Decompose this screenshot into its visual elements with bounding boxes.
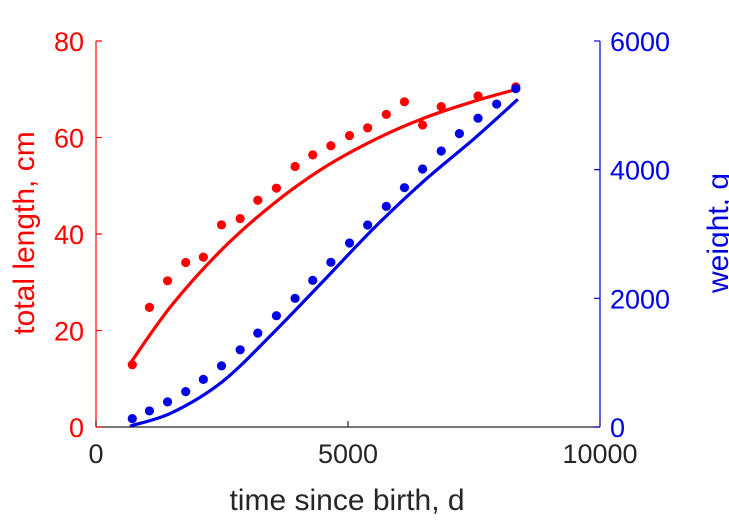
weight-data-point: [253, 328, 263, 338]
length-data-point: [253, 195, 263, 205]
x-tick-label: 5000: [318, 439, 378, 469]
weight-data-point: [454, 129, 464, 139]
length-data-point: [381, 109, 391, 119]
length-data-point: [235, 213, 245, 224]
weight-data-point: [473, 113, 483, 123]
left-y-tick-label: 40: [54, 220, 84, 250]
right-y-axis-label: weight, g: [702, 173, 729, 294]
right-y-tick-label: 2000: [610, 284, 670, 314]
weight-data-point: [144, 406, 155, 416]
weight-data-point: [381, 201, 391, 211]
length-data-point: [417, 120, 428, 130]
weight-data-point: [308, 275, 318, 285]
weight-data-point: [417, 164, 428, 174]
length-data-point: [144, 302, 155, 312]
length-data-point: [436, 102, 446, 112]
length-data-point: [326, 141, 336, 151]
weight-data-point: [162, 397, 173, 407]
length-data-point: [271, 183, 282, 193]
length-data-point: [290, 161, 300, 172]
length-data-point: [181, 257, 191, 268]
left-y-tick-label: 60: [54, 124, 84, 154]
length-data-point: [216, 220, 227, 230]
x-axis-label: time since birth, d: [229, 484, 464, 517]
weight-data-point: [436, 146, 446, 156]
weight-data-point: [271, 311, 282, 321]
left-y-axis-label: total length, cm: [8, 131, 41, 334]
length-data-point: [363, 123, 373, 133]
right-y-tick-label: 0: [610, 413, 625, 443]
right-y-tick-label: 6000: [610, 27, 670, 57]
weight-data-point: [399, 183, 410, 193]
left-y-tick-label: 80: [54, 27, 84, 57]
weight-data-point: [216, 361, 227, 371]
weight-data-point: [363, 220, 373, 230]
right-y-tick-label: 4000: [610, 156, 670, 186]
weight-data-point: [290, 293, 300, 303]
weight-data-point: [127, 414, 137, 424]
length-fit-line: [129, 87, 519, 364]
chart-marks: [127, 82, 521, 428]
left-y-tick-label: 0: [69, 413, 84, 443]
weight-data-point: [235, 345, 245, 355]
weight-data-point: [511, 84, 521, 94]
weight-data-point: [344, 238, 355, 248]
weight-data-point: [198, 374, 208, 384]
length-data-point: [399, 97, 410, 107]
left-y-tick-label: 20: [54, 317, 84, 347]
weight-data-point: [181, 387, 191, 397]
x-tick-label: 10000: [562, 439, 637, 469]
length-data-point: [308, 150, 318, 160]
length-data-point: [344, 130, 355, 141]
weight-data-point: [326, 257, 336, 267]
x-tick-label: 0: [88, 439, 103, 469]
length-data-point: [162, 276, 173, 286]
weight-fit-line: [129, 98, 519, 428]
weight-data-point: [492, 99, 502, 109]
length-data-point: [198, 252, 208, 262]
